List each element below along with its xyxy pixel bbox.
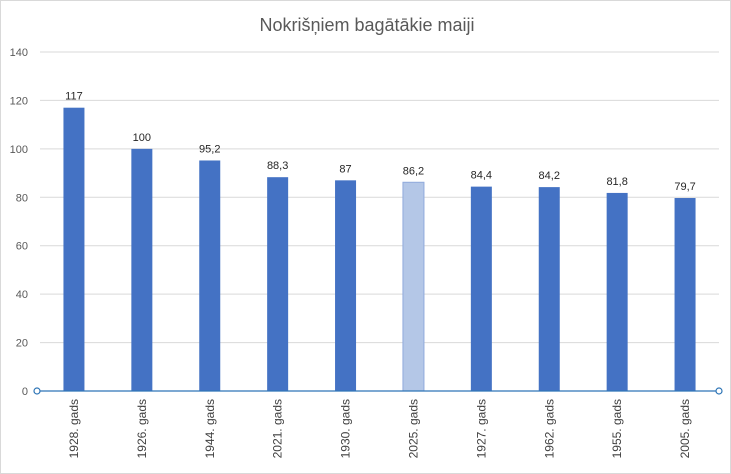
y-tick-label: 140: [10, 47, 28, 59]
axis-handle-left[interactable]: [33, 387, 41, 395]
x-tick-label: 2005. gads: [678, 399, 692, 458]
bar-0: [63, 107, 85, 391]
bars: [63, 107, 696, 392]
x-tick-label: 1928. gads: [67, 399, 81, 458]
x-tick-label: 1955. gads: [610, 399, 624, 458]
x-tick-label: 1944. gads: [203, 399, 217, 458]
x-axis: 1928. gads 1926. gads 1944. gads 2021. gads…: [33, 387, 723, 458]
bar-5: [402, 181, 425, 392]
chart-title: Nokrišņiem bagātākie maiji: [259, 15, 474, 35]
bar-9: [674, 198, 696, 391]
y-tick-label: 120: [10, 95, 28, 107]
axis-handle-right[interactable]: [715, 387, 723, 395]
x-tick-label: 2025. gads: [406, 399, 420, 458]
x-tick-label: 2021. gads: [271, 399, 285, 458]
y-tick-label: 20: [16, 338, 28, 350]
data-label: 86,2: [403, 165, 424, 177]
x-tick-label: 1962. gads: [542, 399, 556, 458]
x-tick-label: 1930. gads: [339, 399, 353, 458]
bar-8: [606, 192, 628, 391]
data-label: 84,2: [539, 170, 560, 182]
x-tick-label: 1927. gads: [474, 399, 488, 458]
data-label: 88,3: [267, 160, 288, 172]
data-label: 95,2: [199, 143, 220, 155]
data-label: 79,7: [674, 181, 695, 193]
bar-3: [267, 177, 289, 391]
bar-6: [470, 186, 492, 391]
y-tick-label: 60: [16, 241, 28, 253]
y-tick-label: 40: [16, 289, 28, 301]
bar-2: [199, 160, 221, 391]
data-label: 81,8: [606, 176, 627, 188]
data-label: 84,4: [471, 170, 492, 182]
y-tick-label: 80: [16, 192, 28, 204]
data-label: 117: [65, 91, 83, 103]
y-tick-label: 100: [10, 144, 28, 156]
data-label: 100: [133, 132, 151, 144]
x-tick-label: 1926. gads: [135, 399, 149, 458]
bar-4: [335, 180, 357, 391]
y-tick-label: 0: [22, 386, 28, 398]
data-label: 87: [339, 163, 351, 175]
bar-1: [131, 148, 153, 391]
gridlines: [40, 51, 719, 344]
bar-7: [538, 187, 560, 391]
data-labels: 117 100 95,2 88,3 87 86,2 84,4 84,2 81,8 79,7: [65, 91, 696, 193]
y-axis: 0 20 40 60 80 100 120 140: [10, 47, 28, 398]
